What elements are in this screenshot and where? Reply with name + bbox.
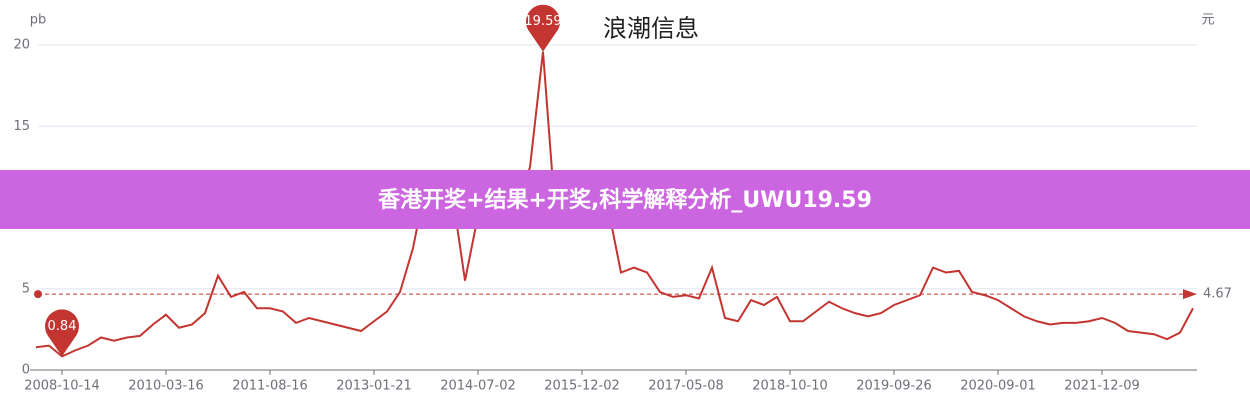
- mark-line-arrow: [1183, 289, 1197, 300]
- x-tick-label: 2018-10-10: [752, 379, 828, 394]
- pin-label: 0.84: [48, 319, 77, 334]
- x-tick-label: 2010-03-16: [128, 379, 204, 394]
- x-tick-label: 2013-01-21: [336, 379, 412, 394]
- x-tick-label: 2017-05-08: [648, 379, 724, 394]
- x-tick-label: 2020-09-01: [960, 379, 1036, 394]
- x-tick-label: 2008-10-14: [24, 379, 100, 394]
- banner-text: 香港开奖+结果+开奖,科学解释分析_UWU19.59: [378, 187, 872, 213]
- mark-line-label: 4.67: [1203, 287, 1232, 302]
- data-line: [35, 51, 1194, 358]
- x-tick-label: 2011-08-16: [232, 379, 308, 394]
- x-tick-label: 2019-09-26: [856, 379, 932, 394]
- chart-title: 浪潮信息: [603, 15, 699, 43]
- banner: [0, 170, 1250, 229]
- pin-marker: [44, 309, 80, 357]
- x-tick-label: 2021-12-09: [1064, 379, 1140, 394]
- y-axis-label: pb: [30, 13, 47, 28]
- y2-axis-label: 元: [1201, 13, 1214, 28]
- y-tick-label: 20: [13, 38, 30, 53]
- y-tick-label: 15: [13, 119, 30, 134]
- x-tick-label: 2014-07-02: [440, 379, 516, 394]
- pin-label: 19.59: [524, 14, 561, 29]
- x-tick-label: 2015-12-02: [544, 379, 620, 394]
- y-tick-label: 5: [22, 281, 30, 296]
- pin-marker: [526, 4, 560, 52]
- y-tick-label: 0: [22, 363, 30, 378]
